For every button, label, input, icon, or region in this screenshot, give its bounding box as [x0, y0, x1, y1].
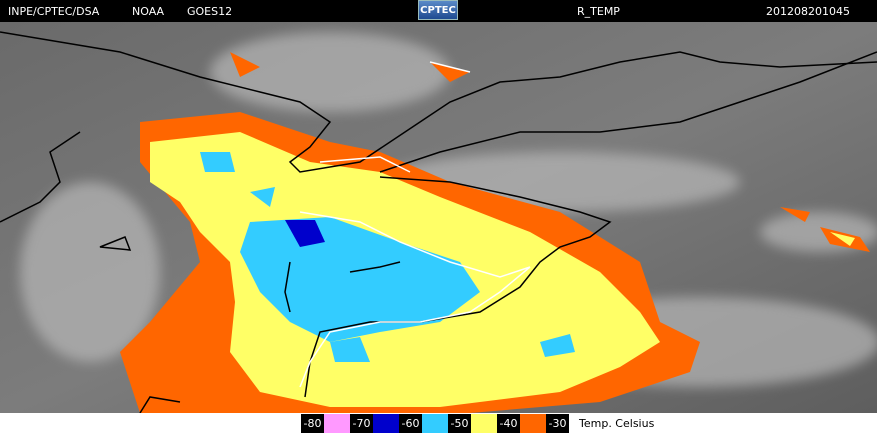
legend-unit: Temp. Celsius — [578, 417, 655, 430]
legend-swatch — [422, 414, 448, 433]
legend-label-box — [301, 414, 324, 433]
legend-label: -80 — [304, 417, 322, 430]
legend-label: -50 — [451, 417, 469, 430]
header: INPE/CPTEC/DSA NOAA GOES12 CPTEC R_TEMP … — [0, 0, 877, 22]
legend-swatch — [520, 414, 546, 433]
legend-label-box — [399, 414, 422, 433]
legend-label-box — [448, 414, 471, 433]
source: INPE/CPTEC/DSA — [8, 5, 100, 18]
legend-swatch — [471, 414, 497, 433]
logo: CPTEC — [418, 0, 458, 20]
satellite: GOES12 — [187, 5, 233, 18]
legend-label: -40 — [500, 417, 518, 430]
legend-swatch — [373, 414, 399, 433]
borders — [0, 31, 877, 413]
product: R_TEMP — [577, 5, 620, 18]
agency: NOAA — [132, 5, 165, 18]
legend-swatch — [324, 414, 350, 433]
legend-bar: -80 -70 -60 -50 -40 -30 Temp. Celsius — [301, 414, 655, 433]
cloud-tops — [120, 52, 870, 413]
legend-label-box — [350, 414, 373, 433]
legend-label: -60 — [402, 417, 420, 430]
timestamp: 201208201045 — [766, 5, 850, 18]
legend-label-box — [497, 414, 520, 433]
satellite-image — [0, 22, 877, 413]
legend-label: -30 — [549, 417, 567, 430]
legend-label: -70 — [353, 417, 371, 430]
state-lines — [299, 61, 531, 388]
legend: -80 -70 -60 -50 -40 -30 Temp. Celsius — [0, 413, 877, 434]
legend-label-box — [546, 414, 569, 433]
